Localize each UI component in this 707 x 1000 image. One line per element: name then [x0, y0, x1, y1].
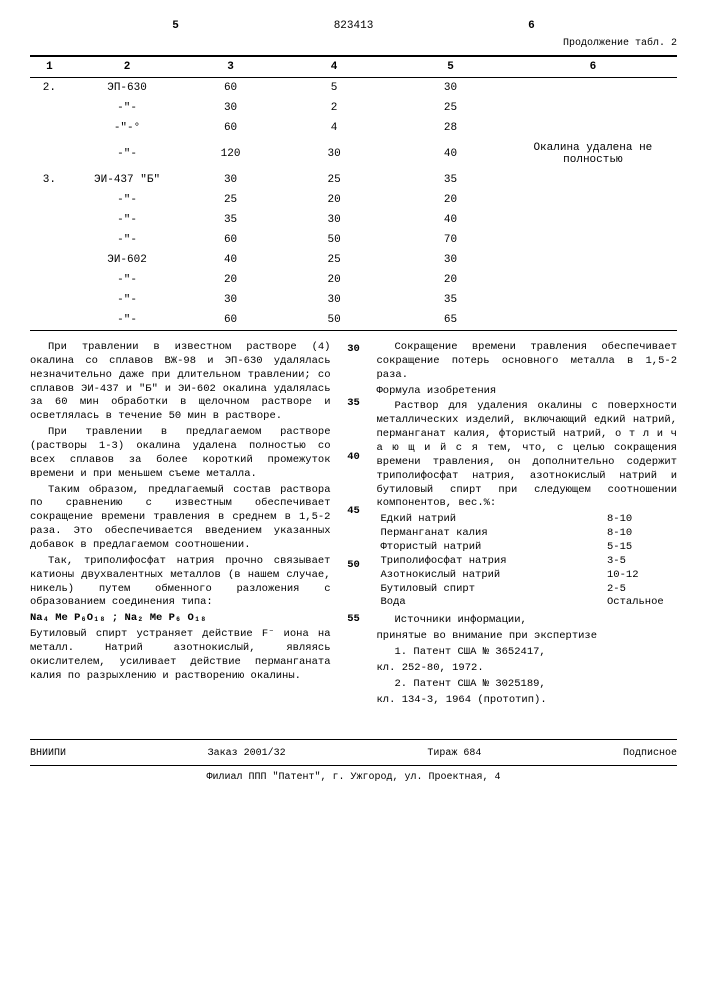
table-row: -"-30225	[30, 98, 677, 118]
col-header-2: 2	[69, 56, 185, 78]
table-row: -"-353040	[30, 210, 677, 230]
ingredient-row: Триполифосфат натрия3-5	[381, 555, 678, 569]
formula-title: Формула изобретения	[377, 385, 678, 399]
body-para: При травлении в предлагаемом растворе (р…	[30, 426, 331, 481]
header-center: 823413	[321, 20, 386, 32]
table-row: -"-303035	[30, 290, 677, 310]
source-ref: 2. Патент США № 3025189,	[377, 678, 678, 692]
table-row: ЭИ-602402530	[30, 250, 677, 270]
source-ref: 1. Патент США № 3652417,	[377, 646, 678, 660]
header-left: 5	[30, 20, 321, 32]
line-number: 30	[343, 343, 365, 355]
line-number: 40	[343, 451, 365, 463]
table-row: -"-1203040Окалина удалена не полностью	[30, 138, 677, 170]
source-ref: кл. 134-3, 1964 (прототип).	[377, 694, 678, 708]
sources-subtitle: принятые во внимание при экспертизе	[377, 630, 678, 644]
line-number: 55	[343, 613, 365, 625]
line-number-column: 30 35 40 45 50 55	[343, 341, 365, 709]
ingredient-row: Фтористый натрий5-15	[381, 541, 678, 555]
ingredient-row: Перманганат калия8-10	[381, 527, 678, 541]
header-right: 6	[386, 20, 677, 32]
body-para: Раствор для удаления окалины с поверхнос…	[377, 400, 678, 511]
table-continuation-label: Продолжение табл. 2	[30, 38, 677, 49]
table-row: -"-605070	[30, 230, 677, 250]
page-header: 5 823413 6	[30, 20, 677, 32]
ingredients-list: Едкий натрий8-10 Перманганат калия8-10 Ф…	[381, 513, 678, 610]
line-number: 45	[343, 505, 365, 517]
table-row: 2.ЭП-63060530	[30, 78, 677, 99]
table-row: -"-202020	[30, 270, 677, 290]
table-row: -"-252020	[30, 190, 677, 210]
ingredient-row: ВодаОстальное	[381, 596, 678, 610]
footer-podpisnoe: Подписное	[623, 748, 677, 759]
table-row: -"-°60428	[30, 118, 677, 138]
col-header-6: 6	[509, 56, 677, 78]
col-header-5: 5	[392, 56, 508, 78]
chemical-formula: Na₄ Me P₆O₁₈ ; Na₂ Me P₆ O₁₈	[30, 612, 331, 626]
body-two-columns: При травлении в известном растворе (4) о…	[30, 341, 677, 709]
ingredient-row: Едкий натрий8-10	[381, 513, 678, 527]
source-ref: кл. 252-80, 1972.	[377, 662, 678, 676]
footer-order: Заказ 2001/32	[208, 748, 286, 759]
line-number: 35	[343, 397, 365, 409]
footer-tirazh: Тираж 684	[427, 748, 481, 759]
right-column: Сокращение времени травления обеспечивае…	[377, 341, 678, 709]
col-header-1: 1	[30, 56, 69, 78]
footer-top-row: ВНИИПИ Заказ 2001/32 Тираж 684 Подписное	[30, 748, 677, 759]
footer-bottom: Филиал ППП "Патент", г. Ужгород, ул. Про…	[30, 765, 677, 783]
col-header-4: 4	[276, 56, 392, 78]
table-body: 2.ЭП-63060530 -"-30225 -"-°60428 -"-1203…	[30, 78, 677, 331]
line-number: 50	[343, 559, 365, 571]
body-para: Таким образом, предлагаемый состав раств…	[30, 484, 331, 553]
body-para: Так, триполифосфат натрия прочно связыва…	[30, 555, 331, 610]
col-header-3: 3	[185, 56, 276, 78]
ingredient-row: Бутиловый спирт2-5	[381, 583, 678, 597]
table-row: -"-605065	[30, 310, 677, 330]
body-para: При травлении в известном растворе (4) о…	[30, 341, 331, 424]
table-header-row: 1 2 3 4 5 6	[30, 56, 677, 78]
body-para: Сокращение времени травления обеспечивае…	[377, 341, 678, 383]
body-para: Бутиловый спирт устраняет действие F⁻ ио…	[30, 628, 331, 683]
table-row: 3.ЭИ-437 "Б"302535	[30, 170, 677, 190]
data-table: 1 2 3 4 5 6 2.ЭП-63060530 -"-30225 -"-°6…	[30, 55, 677, 330]
page-footer: ВНИИПИ Заказ 2001/32 Тираж 684 Подписное…	[30, 739, 677, 783]
left-column: При травлении в известном растворе (4) о…	[30, 341, 331, 709]
ingredient-row: Азотнокислый натрий10-12	[381, 569, 678, 583]
sources-title: Источники информации,	[377, 614, 678, 628]
footer-vniipi: ВНИИПИ	[30, 748, 66, 759]
